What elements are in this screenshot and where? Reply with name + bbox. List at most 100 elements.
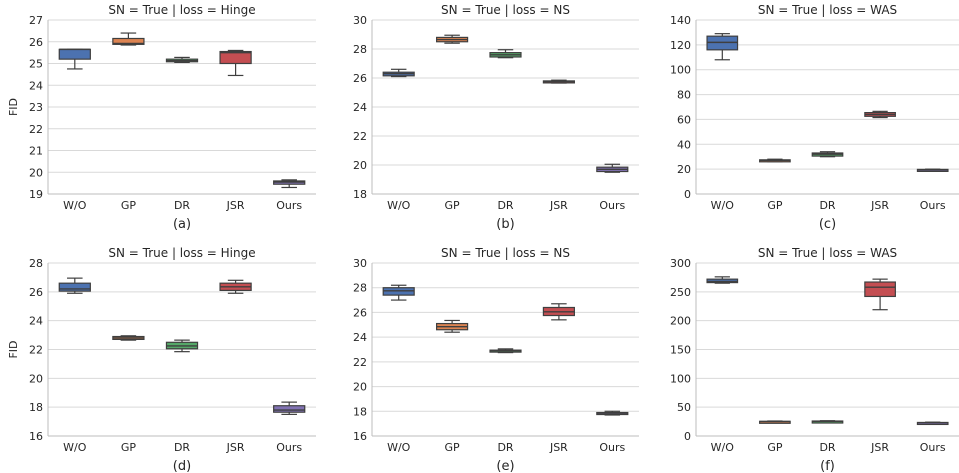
box-gp bbox=[759, 158, 791, 163]
y-tick-label: 28 bbox=[353, 282, 367, 295]
box-wo bbox=[706, 33, 739, 61]
panel-title: SN = True | loss = WAS bbox=[758, 246, 897, 260]
x-tick-label: JSR bbox=[549, 199, 568, 212]
y-tick-label: 20 bbox=[353, 159, 367, 172]
y-tick-label: 20 bbox=[29, 166, 43, 179]
x-tick-label: W/O bbox=[63, 199, 87, 212]
chart-panel-5: 16 18 20 22 24 26 28 30 W/O GP DR JSR Ours SN = True … bbox=[353, 246, 639, 473]
box-ours bbox=[916, 168, 949, 172]
y-tick-label: 18 bbox=[353, 188, 367, 201]
box-wo bbox=[706, 276, 739, 284]
x-tick-label: Ours bbox=[276, 441, 302, 454]
x-tick-label: DR bbox=[497, 199, 513, 212]
y-tick-label: 26 bbox=[29, 286, 43, 299]
y-tick-label: 16 bbox=[353, 430, 367, 443]
box-body bbox=[219, 50, 252, 65]
box-ours bbox=[273, 179, 306, 189]
y-tick-label: 25 bbox=[29, 58, 43, 71]
panel-title: SN = True | loss = NS bbox=[441, 246, 570, 260]
y-axis-label: FID bbox=[7, 340, 20, 358]
x-tick-label: W/O bbox=[63, 441, 87, 454]
box-wo bbox=[382, 284, 415, 301]
y-tick-label: 24 bbox=[353, 331, 367, 344]
y-tick-label: 22 bbox=[353, 356, 367, 369]
box-dr bbox=[165, 339, 199, 353]
box-jsr bbox=[542, 79, 575, 84]
box-jsr bbox=[219, 279, 252, 294]
x-tick-label: Ours bbox=[599, 199, 625, 212]
x-tick-label: GP bbox=[767, 199, 783, 212]
box-jsr bbox=[219, 49, 252, 77]
y-tick-label: 40 bbox=[677, 138, 691, 151]
y-tick-label: 22 bbox=[29, 344, 43, 357]
x-tick-label: DR bbox=[174, 199, 190, 212]
x-tick-label: GP bbox=[121, 441, 137, 454]
box-gp bbox=[112, 335, 145, 341]
x-tick-label: JSR bbox=[870, 441, 889, 454]
box-dr bbox=[165, 56, 199, 64]
y-tick-label: 20 bbox=[677, 163, 691, 176]
y-tick-label: 18 bbox=[29, 401, 43, 414]
panel-label: (b) bbox=[496, 217, 514, 232]
x-tick-label: DR bbox=[174, 441, 190, 454]
panel-label: (d) bbox=[173, 459, 191, 473]
box-dr bbox=[811, 151, 844, 158]
box-jsr bbox=[864, 110, 896, 119]
y-tick-label: 26 bbox=[29, 36, 43, 49]
panel-label: (f) bbox=[820, 459, 835, 473]
box-dr bbox=[489, 49, 522, 59]
panel-label: (e) bbox=[496, 459, 514, 473]
box-ours bbox=[916, 421, 949, 426]
y-tick-label: 28 bbox=[353, 43, 367, 56]
box-gp bbox=[436, 319, 469, 333]
y-tick-label: 300 bbox=[670, 257, 691, 270]
y-tick-label: 0 bbox=[684, 430, 691, 443]
y-tick-label: 21 bbox=[29, 145, 43, 158]
box-wo bbox=[58, 48, 91, 70]
x-tick-label: GP bbox=[121, 199, 137, 212]
x-tick-label: GP bbox=[767, 441, 783, 454]
y-tick-label: 24 bbox=[353, 101, 367, 114]
y-tick-label: 20 bbox=[29, 372, 43, 385]
y-tick-label: 19 bbox=[29, 188, 43, 201]
x-tick-label: JSR bbox=[870, 199, 889, 212]
box-gp bbox=[112, 32, 145, 46]
panel-title: SN = True | loss = Hinge bbox=[108, 3, 255, 17]
y-tick-label: 26 bbox=[353, 306, 367, 319]
y-tick-label: 140 bbox=[670, 14, 691, 27]
panel-label: (a) bbox=[173, 217, 191, 232]
y-tick-label: 22 bbox=[29, 123, 43, 136]
y-tick-label: 22 bbox=[353, 130, 367, 143]
x-tick-label: GP bbox=[445, 441, 461, 454]
y-tick-label: 24 bbox=[29, 79, 43, 92]
x-tick-label: W/O bbox=[711, 199, 735, 212]
y-tick-label: 0 bbox=[684, 188, 691, 201]
y-tick-label: 250 bbox=[670, 286, 691, 299]
x-tick-label: Ours bbox=[920, 199, 946, 212]
y-tick-label: 120 bbox=[670, 39, 691, 52]
box-jsr bbox=[864, 278, 896, 311]
x-tick-label: DR bbox=[497, 441, 513, 454]
y-tick-label: 80 bbox=[677, 89, 691, 102]
y-tick-label: 30 bbox=[353, 14, 367, 27]
y-tick-label: 26 bbox=[353, 72, 367, 85]
box-body bbox=[58, 48, 91, 60]
chart-panel-6: 0 50 100 150 200 250 300 W/O GP DR JSR Ours SN = Tru… bbox=[670, 246, 959, 473]
y-tick-label: 100 bbox=[670, 64, 691, 77]
box-body bbox=[273, 405, 306, 413]
x-tick-label: GP bbox=[445, 199, 461, 212]
y-tick-label: 100 bbox=[670, 372, 691, 385]
y-tick-label: 60 bbox=[677, 113, 691, 126]
y-tick-label: 200 bbox=[670, 315, 691, 328]
y-tick-label: 150 bbox=[670, 344, 691, 357]
box-gp bbox=[436, 34, 469, 44]
x-tick-label: W/O bbox=[387, 441, 411, 454]
box-ours bbox=[596, 410, 629, 416]
x-tick-label: DR bbox=[819, 199, 835, 212]
panel-title: SN = True | loss = Hinge bbox=[108, 246, 255, 260]
panel-label: (c) bbox=[819, 217, 836, 232]
x-tick-label: Ours bbox=[920, 441, 946, 454]
box-dr bbox=[811, 420, 844, 424]
y-tick-label: 20 bbox=[353, 381, 367, 394]
panel-title: SN = True | loss = WAS bbox=[758, 3, 897, 17]
